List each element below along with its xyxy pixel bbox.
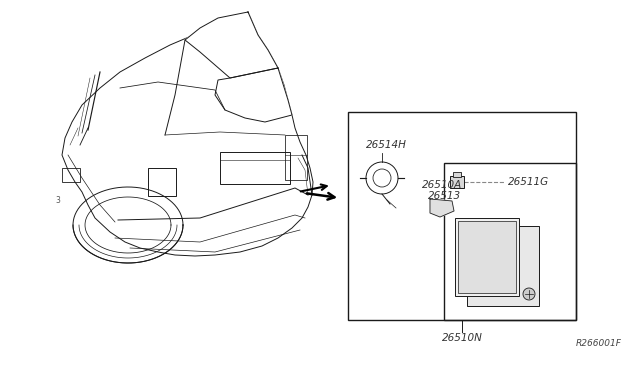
- Bar: [467, 226, 539, 306]
- Text: 26511G: 26511G: [508, 177, 549, 187]
- Polygon shape: [215, 68, 292, 122]
- Bar: [455, 218, 519, 296]
- Bar: [285, 135, 307, 180]
- Text: 26510A: 26510A: [422, 180, 462, 190]
- Bar: [444, 163, 576, 320]
- Text: R266001F: R266001F: [576, 339, 622, 348]
- Polygon shape: [62, 12, 313, 256]
- Polygon shape: [430, 199, 454, 217]
- Polygon shape: [185, 12, 278, 78]
- Bar: [220, 152, 290, 184]
- Bar: [62, 168, 80, 182]
- Bar: [453, 172, 461, 177]
- Text: 3: 3: [56, 196, 60, 205]
- Text: 26513: 26513: [428, 191, 461, 201]
- Bar: [348, 112, 576, 320]
- Bar: [148, 168, 176, 196]
- Text: 26510N: 26510N: [442, 333, 483, 343]
- Text: 26514H: 26514H: [366, 140, 407, 150]
- Bar: [450, 176, 464, 188]
- Circle shape: [523, 288, 535, 300]
- Bar: [458, 221, 516, 293]
